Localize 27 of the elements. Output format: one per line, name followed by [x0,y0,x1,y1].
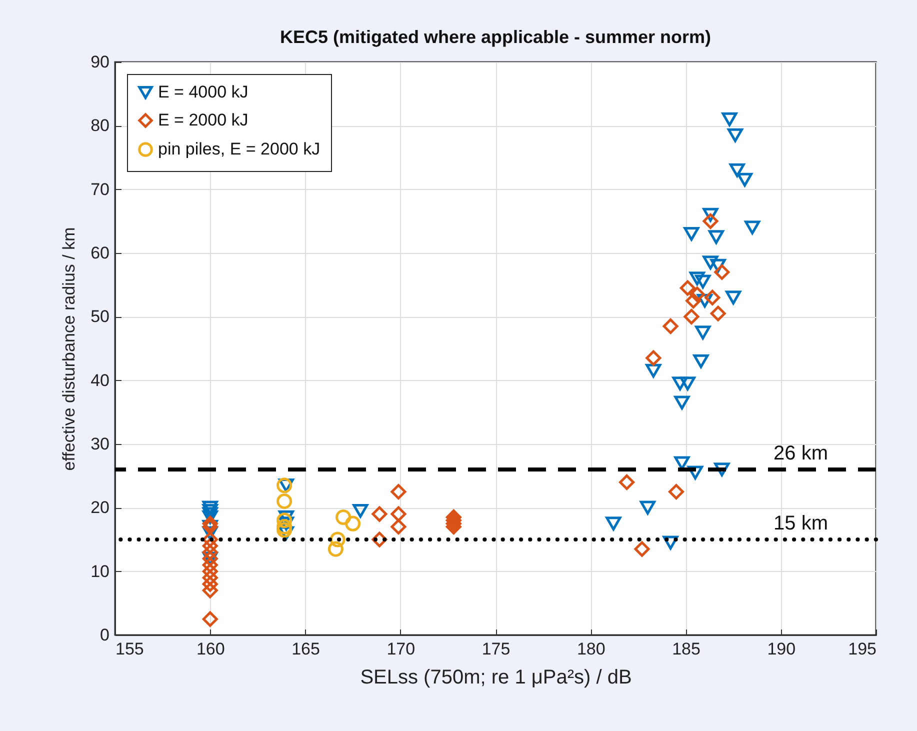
x-tick-label: 185 [672,640,700,658]
ref-line-label: 26 km [774,442,828,464]
y-tick-label: 0 [100,626,110,644]
x-axis-title: SELss (750m; re 1 μPa²s) / dB [360,666,632,688]
ref-line-label: 15 km [774,512,828,534]
y-tick-label: 10 [90,562,110,581]
chart-title: KEC5 (mitigated where applicable - summer norm) [280,27,712,47]
legend-label: E = 2000 kJ [158,110,248,130]
legend-label: E = 4000 kJ [158,82,248,102]
y-tick-label: 70 [90,180,110,199]
y-tick-label: 50 [90,307,110,326]
x-tick-label: 175 [482,640,510,658]
x-tick-label: 165 [292,640,320,658]
y-tick-label: 40 [90,370,110,390]
x-tick-label: 160 [196,640,225,658]
y-tick-label: 90 [90,52,110,72]
legend-label: pin piles, E = 2000 kJ [158,140,320,158]
y-tick-label: 20 [90,498,110,518]
y-axis-title: effective disturbance radius / km [60,227,79,471]
y-tick-label: 60 [90,244,110,262]
x-tick-label: 170 [386,640,416,658]
y-tick-label: 30 [90,434,110,454]
x-tick-label: 155 [116,640,144,658]
x-tick-label: 195 [848,640,876,658]
y-tick-label: 80 [90,116,110,136]
x-tick-label: 180 [576,640,606,658]
x-tick-label: 190 [767,640,796,658]
